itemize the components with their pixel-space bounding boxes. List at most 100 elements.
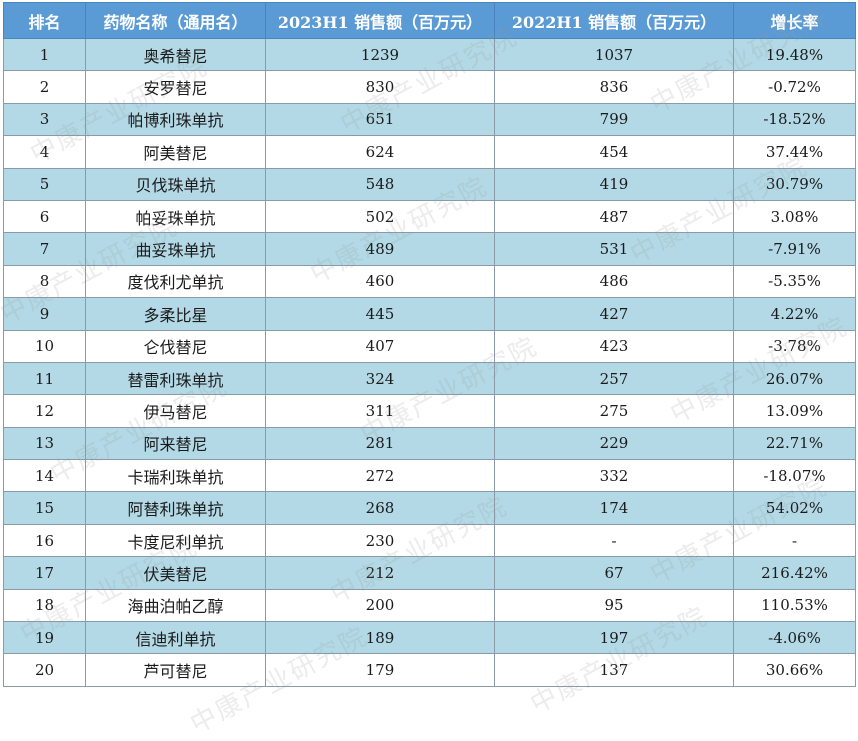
cell-sales-2023h1: 281 (265, 426, 495, 461)
cell-drug-name: 安罗替尼 (85, 70, 266, 104)
cell-sales-2022h1: 332 (494, 459, 734, 493)
table-row: 15 阿替利珠单抗 268 174 54.02% (3, 491, 856, 525)
cell-rank: 4 (3, 135, 86, 169)
cell-rank: 3 (3, 102, 86, 137)
cell-sales-2023h1: 212 (265, 556, 495, 590)
cell-drug-name: 阿来替尼 (85, 426, 266, 461)
table-row: 17 伏美替尼 212 67 216.42% (3, 556, 856, 590)
cell-rank: 12 (3, 394, 86, 428)
cell-sales-2022h1: 423 (494, 329, 734, 363)
table-row: 14 卡瑞利珠单抗 272 332 -18.07% (3, 459, 856, 493)
cell-growth-rate: 13.09% (733, 394, 856, 428)
cell-sales-2023h1: 548 (265, 167, 495, 201)
cell-sales-2023h1: 311 (265, 394, 495, 428)
cell-rank: 17 (3, 556, 86, 590)
cell-rank: 8 (3, 264, 86, 299)
cell-drug-name: 卡瑞利珠单抗 (85, 459, 266, 493)
cell-sales-2022h1: 419 (494, 167, 734, 201)
cell-growth-rate: -18.52% (733, 102, 856, 137)
cell-growth-rate: 3.08% (733, 199, 856, 234)
table-row: 1 奥希替尼 1239 1037 19.48% (3, 37, 856, 72)
cell-sales-2022h1: 486 (494, 264, 734, 299)
cell-sales-2022h1: 454 (494, 135, 734, 169)
cell-drug-name: 信迪利单抗 (85, 621, 266, 655)
cell-sales-2023h1: 445 (265, 297, 495, 331)
cell-drug-name: 海曲泊帕乙醇 (85, 588, 266, 623)
table-row: 7 曲妥珠单抗 489 531 -7.91% (3, 232, 856, 266)
cell-growth-rate: 37.44% (733, 135, 856, 169)
cell-sales-2023h1: 272 (265, 459, 495, 493)
cell-drug-name: 阿美替尼 (85, 135, 266, 169)
header-rank: 排名 (3, 2, 86, 39)
cell-drug-name: 伊马替尼 (85, 394, 266, 428)
cell-rank: 1 (3, 37, 86, 72)
cell-sales-2022h1: 275 (494, 394, 734, 428)
table-row: 10 仑伐替尼 407 423 -3.78% (3, 329, 856, 363)
header-growth-rate: 增长率 (733, 2, 856, 39)
cell-sales-2023h1: 179 (265, 653, 495, 687)
cell-sales-2023h1: 407 (265, 329, 495, 363)
cell-drug-name: 奥希替尼 (85, 37, 266, 72)
header-row: 排名 药物名称（通用名） 2023H1 销售额（百万元） 2022H1 销售额（… (3, 2, 856, 39)
header-sales-2023h1: 2023H1 销售额（百万元） (265, 2, 495, 39)
cell-rank: 10 (3, 329, 86, 363)
cell-rank: 16 (3, 523, 86, 558)
cell-sales-2023h1: 651 (265, 102, 495, 137)
cell-growth-rate: -18.07% (733, 459, 856, 493)
table-row: 18 海曲泊帕乙醇 200 95 110.53% (3, 588, 856, 623)
cell-sales-2023h1: 489 (265, 232, 495, 266)
cell-drug-name: 替雷利珠单抗 (85, 361, 266, 396)
cell-sales-2023h1: 324 (265, 361, 495, 396)
cell-drug-name: 多柔比星 (85, 297, 266, 331)
cell-rank: 2 (3, 70, 86, 104)
cell-rank: 19 (3, 621, 86, 655)
cell-drug-name: 阿替利珠单抗 (85, 491, 266, 525)
cell-rank: 15 (3, 491, 86, 525)
cell-rank: 18 (3, 588, 86, 623)
cell-sales-2023h1: 830 (265, 70, 495, 104)
cell-sales-2023h1: 1239 (265, 37, 495, 72)
cell-sales-2022h1: 137 (494, 653, 734, 687)
table-row: 20 芦可替尼 179 137 30.66% (3, 653, 856, 687)
cell-sales-2022h1: 1037 (494, 37, 734, 72)
cell-sales-2022h1: 487 (494, 199, 734, 234)
cell-growth-rate: -5.35% (733, 264, 856, 299)
table-row: 5 贝伐珠单抗 548 419 30.79% (3, 167, 856, 201)
cell-sales-2023h1: 200 (265, 588, 495, 623)
cell-growth-rate: -4.06% (733, 621, 856, 655)
cell-growth-rate: 54.02% (733, 491, 856, 525)
table-row: 3 帕博利珠单抗 651 799 -18.52% (3, 102, 856, 137)
table-row: 4 阿美替尼 624 454 37.44% (3, 135, 856, 169)
cell-growth-rate: 19.48% (733, 37, 856, 72)
table-row: 12 伊马替尼 311 275 13.09% (3, 394, 856, 428)
cell-growth-rate: 4.22% (733, 297, 856, 331)
table-row: 9 多柔比星 445 427 4.22% (3, 297, 856, 331)
cell-growth-rate: 110.53% (733, 588, 856, 623)
cell-drug-name: 帕博利珠单抗 (85, 102, 266, 137)
cell-rank: 9 (3, 297, 86, 331)
cell-sales-2022h1: 197 (494, 621, 734, 655)
table-row: 13 阿来替尼 281 229 22.71% (3, 426, 856, 461)
cell-sales-2022h1: 836 (494, 70, 734, 104)
cell-growth-rate: 26.07% (733, 361, 856, 396)
cell-sales-2022h1: 67 (494, 556, 734, 590)
cell-growth-rate: 22.71% (733, 426, 856, 461)
cell-drug-name: 芦可替尼 (85, 653, 266, 687)
cell-drug-name: 度伐利尤单抗 (85, 264, 266, 299)
cell-rank: 11 (3, 361, 86, 396)
cell-rank: 6 (3, 199, 86, 234)
table-body: 1 奥希替尼 1239 1037 19.48% 2 安罗替尼 830 836 -0.72% 3 帕博利… (3, 37, 856, 687)
cell-sales-2023h1: 460 (265, 264, 495, 299)
cell-sales-2022h1: 229 (494, 426, 734, 461)
table-row: 11 替雷利珠单抗 324 257 26.07% (3, 361, 856, 396)
cell-growth-rate: -7.91% (733, 232, 856, 266)
cell-rank: 5 (3, 167, 86, 201)
cell-sales-2022h1: 95 (494, 588, 734, 623)
cell-rank: 13 (3, 426, 86, 461)
cell-sales-2023h1: 624 (265, 135, 495, 169)
cell-growth-rate: 30.66% (733, 653, 856, 687)
cell-rank: 20 (3, 653, 86, 687)
header-sales-2022h1: 2022H1 销售额（百万元） (494, 2, 734, 39)
sales-ranking-table: 排名 药物名称（通用名） 2023H1 销售额（百万元） 2022H1 销售额（… (3, 2, 856, 687)
cell-rank: 14 (3, 459, 86, 493)
